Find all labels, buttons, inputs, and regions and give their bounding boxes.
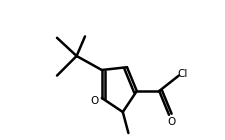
Text: Cl: Cl	[177, 69, 187, 79]
Text: O: O	[166, 117, 174, 127]
Text: O: O	[90, 96, 99, 106]
